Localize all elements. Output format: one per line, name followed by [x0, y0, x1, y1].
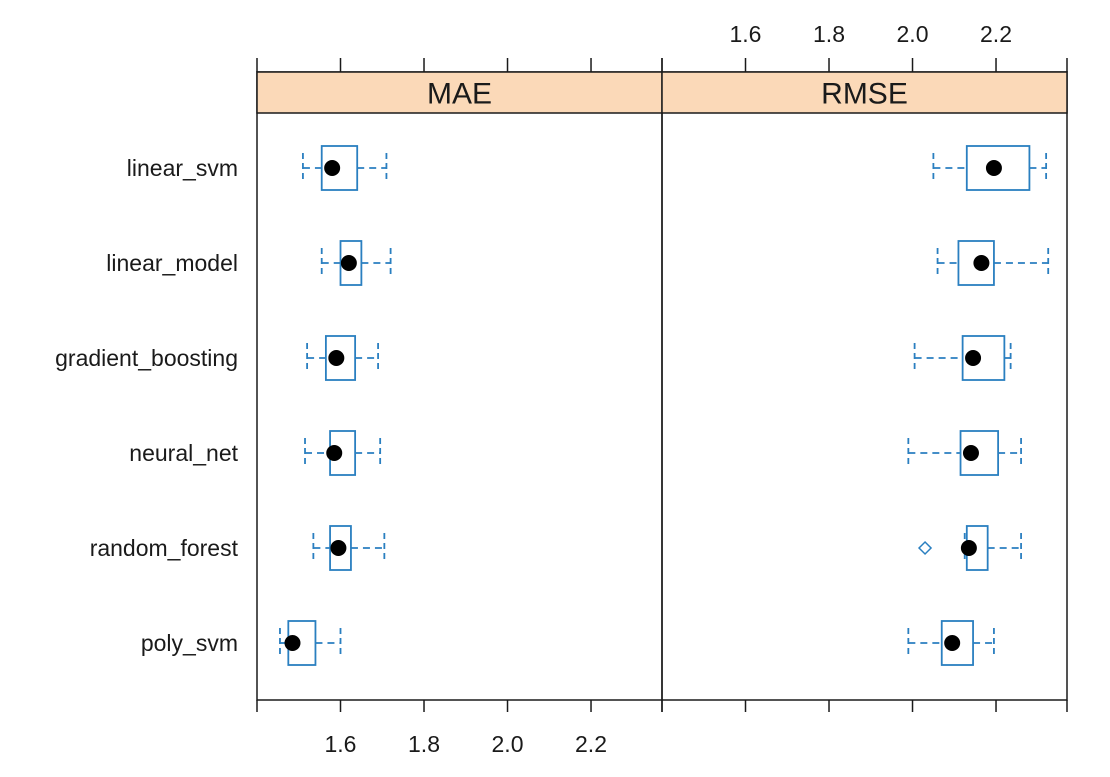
median-dot: [284, 635, 301, 651]
box-iqr: [339, 240, 363, 286]
panel-frame-mae: [256, 71, 663, 701]
x-tick-label-top: 1.6: [730, 21, 762, 47]
panel-strips: MAE RMSE: [256, 71, 1068, 114]
panel-title-mae: MAE: [427, 78, 492, 111]
box-mae-random-forest: [312, 525, 386, 571]
box-rmse-linear-svm: [932, 145, 1048, 191]
box-mae-linear-model: [320, 240, 392, 286]
box-layer: [279, 145, 1050, 666]
x-tick-label-top: 1.8: [813, 21, 845, 47]
median-dot: [326, 445, 343, 461]
box-rmse-gradient-boosting: [913, 335, 1012, 381]
median-dot: [324, 160, 341, 176]
category-label-random-forest: random_forest: [90, 535, 239, 561]
box-mae-linear-svm: [302, 145, 388, 191]
median-dot: [985, 160, 1002, 176]
category-labels: linear_svm linear_model gradient_boostingn…: [55, 155, 238, 656]
box-mae-gradient-boosting: [306, 335, 379, 381]
box-rmse-neural-net: [907, 430, 1022, 476]
median-dot: [960, 540, 977, 556]
median-dot: [973, 255, 990, 271]
panel-strip-mae: [256, 71, 663, 114]
median-dot: [962, 445, 979, 461]
panel-strip-rmse: [661, 71, 1068, 114]
box-iqr: [957, 240, 995, 286]
x-tick-label-top: 2.2: [980, 21, 1012, 47]
x-tick-label-bottom: 1.8: [408, 731, 440, 757]
box-mae-neural-net: [304, 430, 382, 476]
panel-frame-rmse: [661, 71, 1068, 701]
category-label-neural-net: neural_net: [129, 440, 238, 466]
box-iqr: [329, 525, 352, 571]
box-iqr: [961, 335, 1006, 381]
box-iqr: [320, 145, 359, 191]
category-label-gradient-boosting: gradient_boosting: [55, 345, 238, 371]
box-iqr: [959, 430, 1000, 476]
box-rmse-random-forest: [917, 525, 1022, 571]
x-tick-label-bottom: 2.0: [492, 731, 524, 757]
median-dot: [328, 350, 345, 366]
box-rmse-poly-svm: [907, 620, 995, 666]
median-dot: [330, 540, 347, 556]
category-label-poly-svm: poly_svm: [141, 630, 238, 656]
x-tick-label-top: 2.0: [897, 21, 929, 47]
box-iqr: [940, 620, 974, 666]
panel-title-rmse: RMSE: [821, 78, 908, 111]
box-rmse-linear-model: [936, 240, 1050, 286]
x-tick-label-bottom: 1.6: [325, 731, 357, 757]
x-tick-label-bottom: 2.2: [575, 731, 607, 757]
box-mae-poly-svm: [279, 620, 342, 666]
category-label-linear-model: linear_model: [106, 250, 238, 276]
outlier-point: [917, 540, 933, 556]
box-iqr: [965, 145, 1031, 191]
category-label-linear-svm: linear_svm: [127, 155, 238, 181]
box-iqr: [324, 335, 357, 381]
median-dot: [944, 635, 961, 651]
median-dot: [340, 255, 357, 271]
median-dot: [965, 350, 982, 366]
